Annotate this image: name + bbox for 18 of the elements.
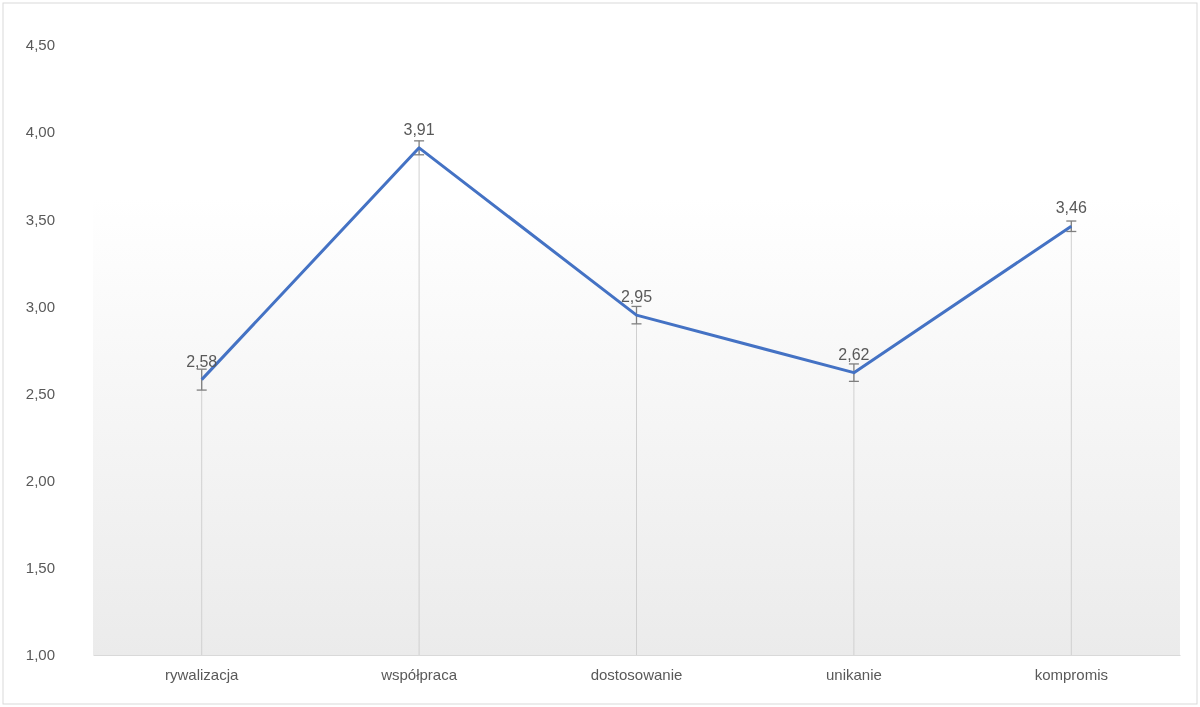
data-label: 3,91 <box>403 120 435 138</box>
x-tick-label: unikanie <box>825 665 882 683</box>
x-tick-label: współpraca <box>380 665 458 683</box>
y-tick-label: 1,50 <box>25 559 55 577</box>
y-tick-label: 4,50 <box>25 36 55 54</box>
data-label: 2,58 <box>186 352 218 370</box>
y-tick-label: 1,00 <box>25 646 55 664</box>
x-tick-label: kompromis <box>1034 665 1108 683</box>
y-tick-label: 2,00 <box>25 472 55 490</box>
data-label: 2,62 <box>838 345 870 363</box>
y-tick-label: 4,00 <box>25 123 55 141</box>
data-label: 3,46 <box>1055 199 1087 217</box>
x-tick-label: dostosowanie <box>590 665 683 683</box>
data-label: 2,95 <box>620 288 653 306</box>
x-tick-label: rywalizacja <box>165 665 240 683</box>
y-tick-label: 2,50 <box>25 384 55 402</box>
y-tick-label: 3,00 <box>25 297 55 315</box>
y-tick-label: 3,50 <box>25 210 55 228</box>
